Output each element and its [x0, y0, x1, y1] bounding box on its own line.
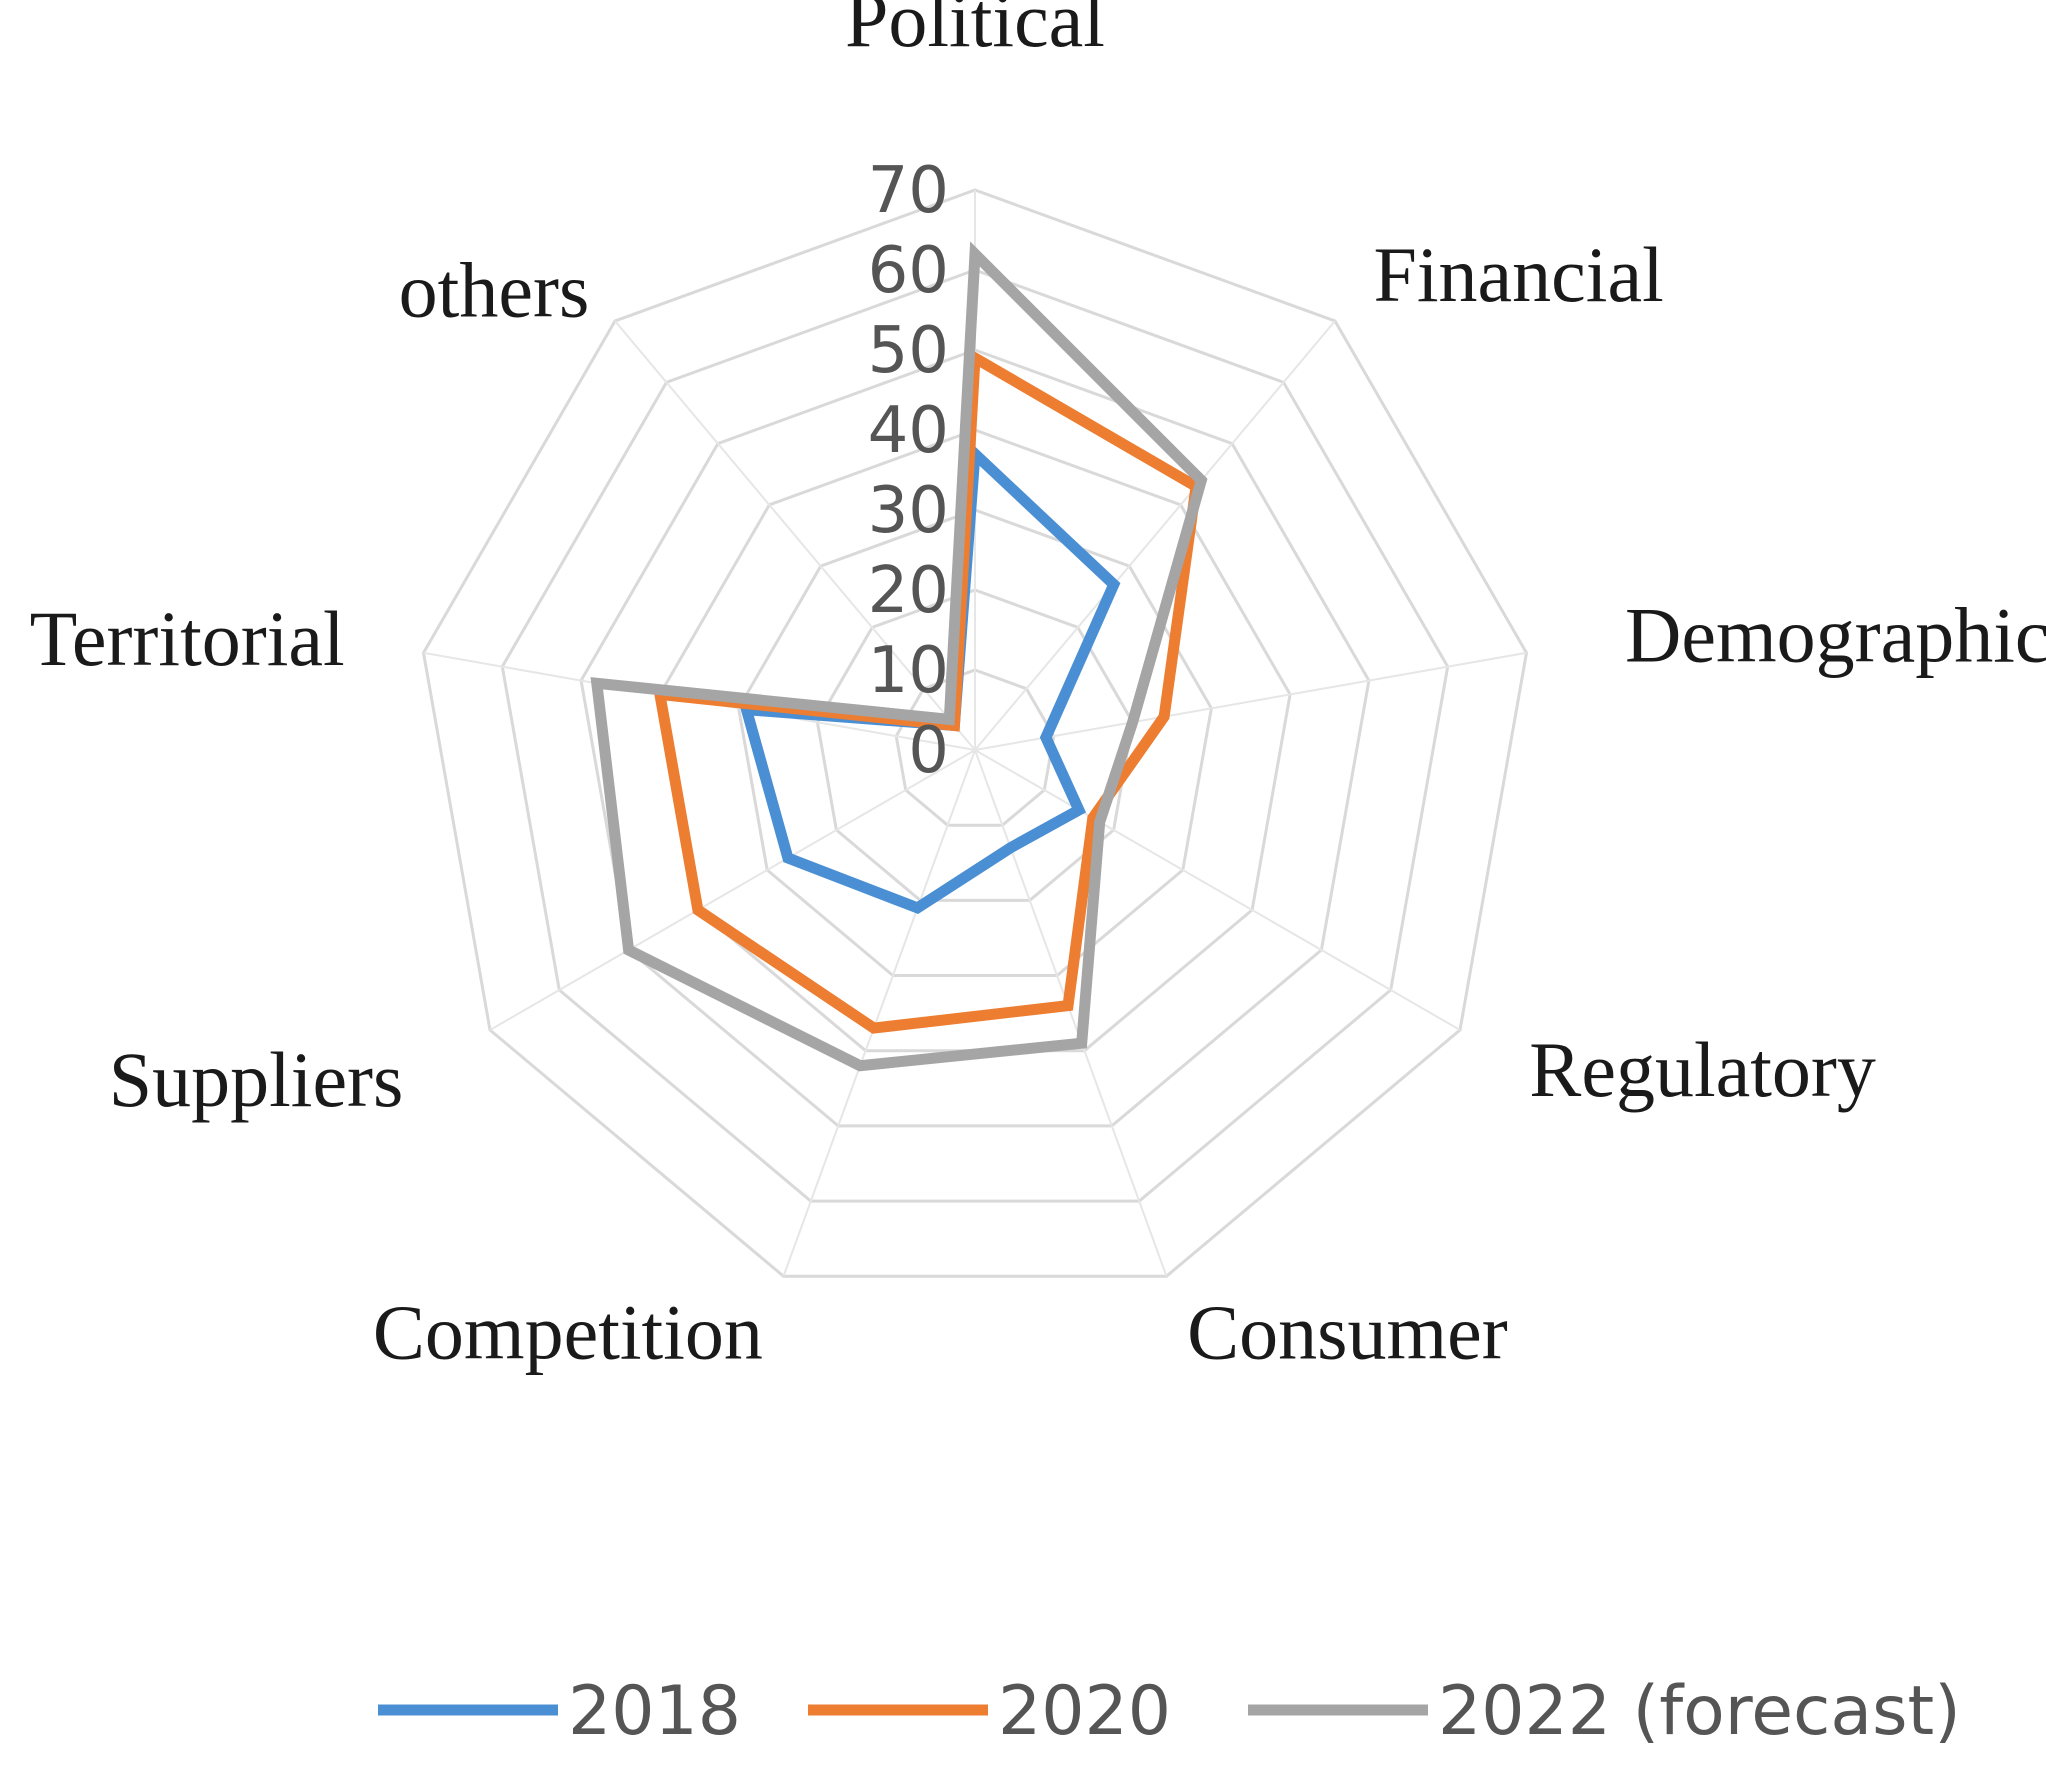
tick-label-60: 60 [868, 234, 949, 308]
category-label-political: Political [845, 0, 1105, 63]
legend-label-2018: 2018 [568, 1672, 741, 1751]
series-line-2022-forecast [590, 241, 1208, 1072]
category-label-consumer: Consumer [1187, 1289, 1508, 1376]
category-label-others: others [399, 246, 590, 333]
category-label-suppliers: Suppliers [109, 1036, 404, 1123]
legend: 2018 2020 2022 (forecast) [378, 1672, 1961, 1751]
tick-label-70: 70 [868, 154, 949, 228]
tick-label-40: 40 [868, 394, 949, 468]
category-label-financial: Financial [1374, 231, 1664, 318]
tick-label-50: 50 [868, 314, 949, 388]
spoke-financial [974, 320, 1336, 751]
spoke-consumer [974, 749, 1168, 1277]
tick-label-0: 0 [908, 714, 949, 788]
radar-spokes [423, 190, 1527, 1277]
spoke-regulatory [974, 749, 1461, 1031]
category-label-demographic: Demographic [1625, 591, 2046, 678]
spoke-others [614, 320, 976, 751]
series-lines [590, 241, 1208, 1072]
spoke-suppliers [489, 749, 976, 1031]
category-label-regulatory: Regulatory [1529, 1026, 1876, 1113]
tick-label-10: 10 [868, 634, 949, 708]
spoke-competition [782, 749, 976, 1277]
category-label-competition: Competition [373, 1289, 763, 1376]
grid-ring-20 [815, 588, 1135, 902]
tick-label-20: 20 [868, 554, 949, 628]
category-labels: Political Financial Demographic Regulatory C… [30, 0, 2046, 1376]
category-label-territorial: Territorial [30, 595, 345, 682]
grid-ring-50 [579, 348, 1371, 1128]
grid-ring-70 [421, 188, 1529, 1278]
grid-ring-60 [500, 268, 1450, 1203]
tick-label-30: 30 [868, 474, 949, 548]
spoke-demographic [974, 651, 1527, 751]
legend-label-2022-forecast: 2022 (forecast) [1438, 1672, 1961, 1751]
legend-label-2020: 2020 [998, 1672, 1171, 1751]
